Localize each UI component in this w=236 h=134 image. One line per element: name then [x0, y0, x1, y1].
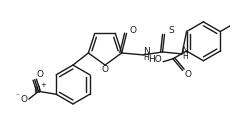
Text: S: S: [169, 26, 174, 35]
Text: H: H: [143, 53, 149, 62]
Text: N: N: [143, 46, 149, 55]
Text: ⁻: ⁻: [15, 92, 19, 101]
Text: O: O: [21, 95, 28, 104]
Text: HO: HO: [148, 55, 162, 64]
Text: H: H: [182, 52, 188, 61]
Text: N: N: [33, 86, 40, 95]
Text: O: O: [130, 26, 137, 35]
Text: O: O: [36, 70, 43, 79]
Text: N: N: [181, 46, 188, 55]
Text: +: +: [41, 81, 46, 88]
Text: O: O: [101, 65, 109, 74]
Text: O: O: [184, 70, 191, 79]
